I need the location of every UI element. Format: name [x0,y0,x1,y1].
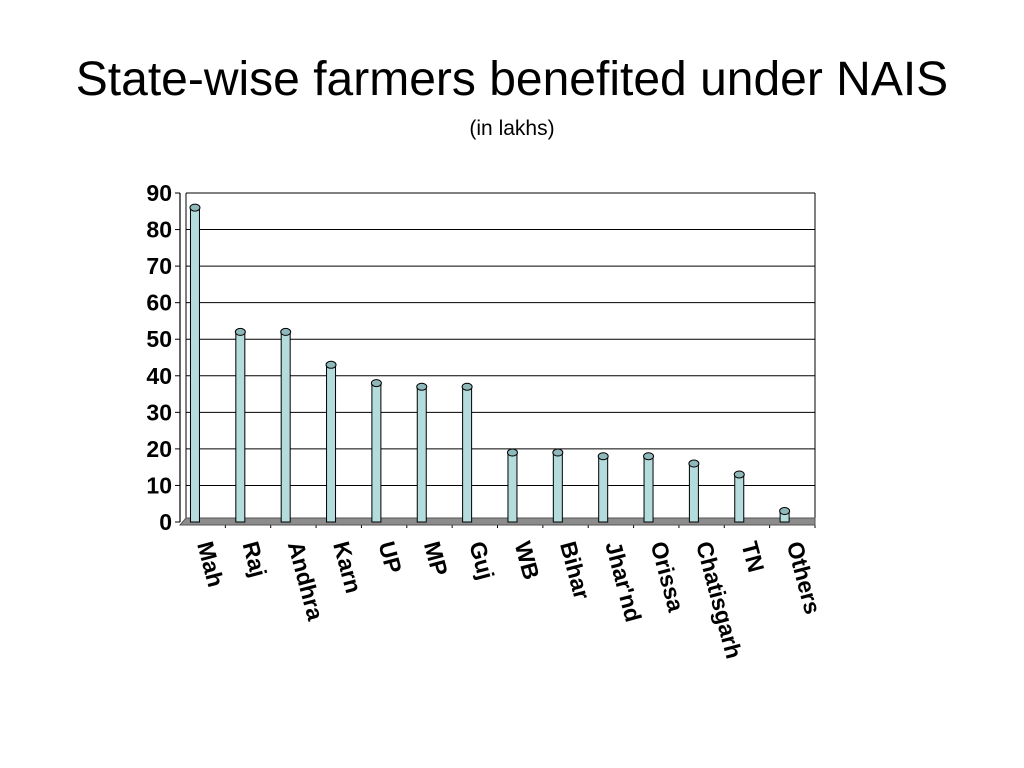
bar-body [462,386,473,523]
bar-body [688,463,699,523]
y-tick-label: 0 [159,509,172,535]
y-tick-label: 20 [146,436,172,462]
bar-cap [416,382,428,391]
bar [779,507,791,523]
y-tick-label: 50 [146,326,172,352]
bar-cap [688,459,700,468]
y-tick-label: 10 [146,472,172,498]
bar [416,382,428,523]
y-tick-label: 30 [146,399,172,425]
x-axis-category-labels: Mah Raj Andhra Karn UP MP Guj WB Bihar Jhar'ndOri… [192,539,826,662]
bar-cap [552,448,564,457]
bar-cap [506,448,518,457]
bar-layer [189,203,791,523]
grid-layer [175,192,816,528]
x-category-label: Andhra [283,539,329,624]
x-category-label: Orissa [646,539,690,615]
bar-body [734,473,745,523]
x-category-label: Chatisgarh [691,539,747,662]
y-tick-label: 90 [146,180,172,206]
x-category-label: MP [419,539,453,579]
x-category-label: Bihar [555,539,595,603]
bar-body [643,455,654,523]
chart-floor-plane [178,517,816,526]
bar [597,452,609,523]
bar [552,448,564,523]
bar-cap [280,327,292,336]
bar-cap [234,327,246,336]
bar-cap [325,360,337,369]
bar [643,452,655,523]
bar [189,203,201,523]
x-category-label: Others [782,539,826,617]
bar-body [235,331,246,523]
bar [370,379,382,523]
bar-body [371,382,382,523]
x-category-label: WB [510,539,545,583]
bar [733,470,745,523]
bar-body [326,364,337,523]
bar-body [280,331,291,523]
bar-cap [461,382,473,391]
bar [280,327,292,523]
x-category-label: Raj [237,539,271,580]
chart-floor [178,517,816,526]
bar-body [507,452,518,523]
bar-body [552,452,563,523]
y-tick-label: 60 [146,290,172,316]
x-category-label: TN [736,539,769,575]
bar-cap [597,452,609,461]
bar-body [189,207,200,523]
x-category-label: Jhar'nd [600,539,646,625]
bar [234,327,246,523]
bar-cap [779,507,791,516]
bar [688,459,700,523]
x-category-label: Guj [464,539,499,583]
bar-cap [189,203,201,212]
bar-cap [370,379,382,388]
x-category-label: Mah [192,539,229,590]
y-tick-label: 40 [146,363,172,389]
bar [461,382,473,523]
bar-body [416,386,427,523]
bar-body [598,455,609,523]
y-tick-label: 70 [146,253,172,279]
y-tick-label: 80 [146,217,172,243]
y-axis-tick-labels: 0 10 20 30 40 50 60 70 80 90 [146,180,172,535]
chart-subtitle: (in lakhs) [469,117,555,140]
chart-title: State-wise farmers benefited under NAIS [75,53,949,106]
x-category-label: Karn [328,539,367,596]
bar-cap [643,452,655,461]
bar [506,448,518,523]
bar-cap [733,470,745,479]
bar [325,360,337,523]
x-category-label: UP [374,539,407,577]
